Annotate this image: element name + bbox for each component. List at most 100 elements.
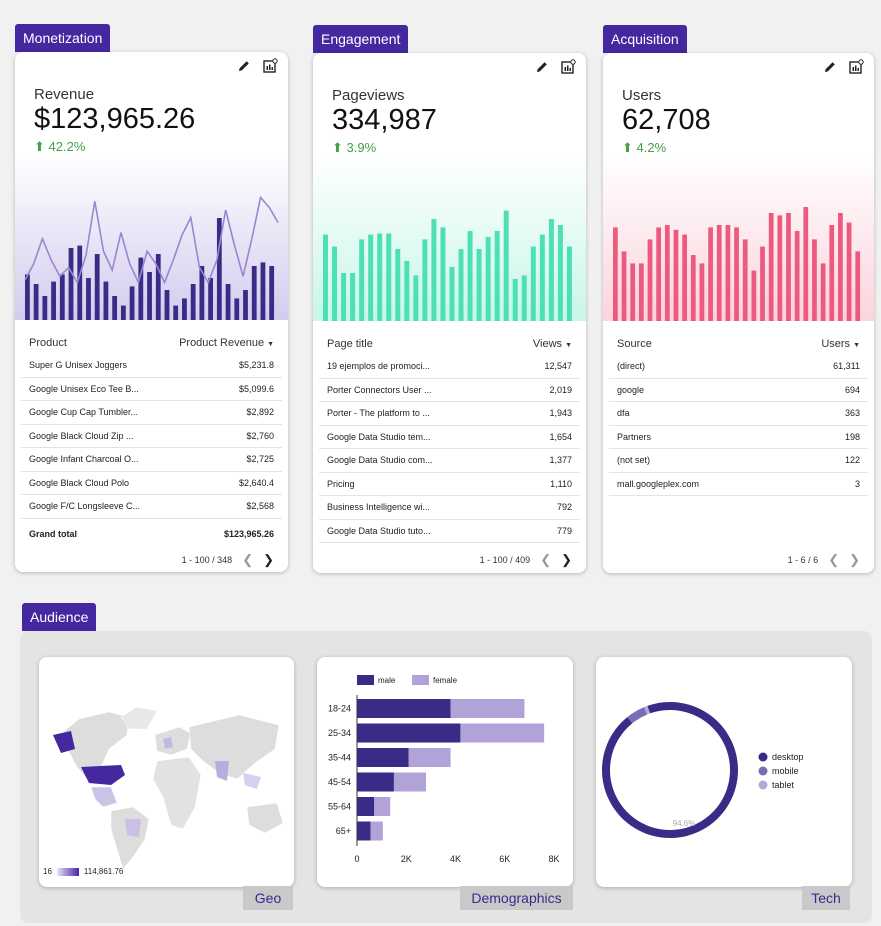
table-cell-label: Super G Unisex Joggers	[29, 360, 128, 371]
sparkline-bar	[51, 281, 56, 320]
next-page-icon[interactable]: ❯	[849, 552, 860, 567]
table-cell-value: $5,231.8	[238, 360, 274, 371]
table-row[interactable]: Pricing 1,110	[319, 473, 580, 496]
table-cell-label: mall.googleplex.com	[617, 478, 700, 489]
sparkline-bar	[59, 274, 65, 320]
legend-label-desktop: desktop	[772, 752, 804, 762]
bar-male	[357, 723, 461, 743]
explore-chart-icon[interactable]	[560, 59, 576, 75]
pagination: 1 - 100 / 348 ❮ ❯	[182, 552, 274, 568]
sparkline-bar	[341, 273, 347, 321]
table-cell-value: 2,019	[549, 384, 572, 395]
sparkline-bar	[838, 213, 843, 321]
table-row[interactable]: Google Data Studio tem... 1,654	[319, 426, 580, 449]
table-cell-label: Google Cup Cap Tumbler...	[29, 407, 139, 418]
sparkline-line	[24, 195, 279, 285]
sparkline-bar	[449, 267, 455, 321]
table-row[interactable]: 19 ejemplos de promoci... 12,547	[319, 355, 580, 379]
source-users-table: Source Users ▼ (direct) 61,311 google 694 dfa…	[609, 333, 868, 496]
sparkline-bar	[120, 305, 126, 320]
world-map[interactable]	[39, 657, 294, 887]
table-row[interactable]: Google Data Studio com... 1,377	[319, 449, 580, 473]
table-row[interactable]: Partners 198	[609, 426, 868, 449]
legend-dot-desktop	[758, 752, 768, 762]
tab-demographics[interactable]: Demographics	[460, 886, 573, 910]
table-row[interactable]: Google Black Cloud Zip ... $2,760	[21, 425, 282, 448]
sparkline-bar	[716, 225, 722, 321]
sparkline-bar	[768, 213, 774, 321]
sparkline-bar	[260, 262, 266, 320]
donut-slice-desktop[interactable]	[602, 702, 738, 838]
y-tick-label: 25-34	[328, 728, 351, 738]
revenue-value: $123,965.26	[34, 103, 196, 135]
table-row[interactable]: Google Infant Charcoal O... $2,725	[21, 448, 282, 472]
table-row[interactable]: Google Cup Cap Tumbler... $2,892	[21, 401, 282, 425]
table-row[interactable]: Business Intelligence wi... 792	[319, 496, 580, 520]
table-row[interactable]: (not set) 122	[609, 449, 868, 473]
sparkline-bar	[812, 239, 817, 321]
tab-geo[interactable]: Geo	[243, 886, 293, 910]
sparkline-bar	[103, 281, 109, 320]
donut-slice-mobile[interactable]	[627, 707, 648, 724]
sparkline-bar	[521, 275, 527, 321]
edit-pencil-icon[interactable]	[822, 59, 838, 75]
table-row[interactable]: Google F/C Longsleeve C... $2,568	[21, 495, 282, 519]
legend-dot-mobile	[758, 766, 768, 776]
table-row[interactable]: Google Data Studio tuto... 779	[319, 520, 580, 543]
next-page-icon[interactable]: ❯	[561, 552, 572, 567]
sparkline-bar	[86, 278, 91, 320]
explore-chart-icon[interactable]	[262, 58, 278, 74]
sparkline-bar	[725, 225, 731, 321]
sparkline-bar	[112, 296, 118, 320]
table-cell-value: 363	[844, 408, 860, 419]
users-sparkline	[603, 153, 874, 321]
pageviews-change: ⬆ 3.9%	[332, 140, 377, 155]
table-row[interactable]: Porter - The platform to ... 1,943	[319, 402, 580, 426]
sparkline-bar	[199, 266, 205, 320]
table-row[interactable]: google 694	[609, 379, 868, 402]
prev-page-icon[interactable]: ❮	[242, 552, 254, 567]
donut-slice-tablet[interactable]	[644, 705, 651, 715]
donut-slice-percentage: 94.6%	[673, 819, 696, 828]
column-header-page-title[interactable]: Page title	[327, 338, 373, 350]
table-cell-label: Porter - The platform to ...	[327, 408, 430, 419]
sparkline-bar	[404, 261, 410, 321]
column-header-product-revenue[interactable]: Product Revenue ▼	[179, 337, 274, 349]
table-row[interactable]: Google Unisex Eco Tee B... $5,099.6	[21, 378, 282, 401]
sparkline-bar	[225, 284, 231, 320]
next-page-icon[interactable]: ❯	[263, 552, 274, 567]
column-header-source[interactable]: Source	[617, 338, 652, 350]
sparkline-bar	[413, 275, 419, 321]
geo-legend-gradient	[56, 867, 79, 876]
column-header-product[interactable]: Product	[29, 337, 67, 349]
table-row[interactable]: (direct) 61,311	[609, 355, 868, 379]
sparkline-bar	[395, 249, 401, 321]
table-row[interactable]: dfa 363	[609, 402, 868, 426]
sort-desc-icon: ▼	[267, 341, 274, 348]
table-row[interactable]: Porter Connectors User ... 2,019	[319, 379, 580, 402]
sparkline-bar	[42, 296, 48, 320]
table-row[interactable]: Google Black Cloud Polo $2,640.4	[21, 472, 282, 495]
table-header: Source Users ▼	[609, 333, 868, 355]
explore-chart-icon[interactable]	[848, 59, 864, 75]
bar-female	[393, 772, 426, 792]
column-header-views[interactable]: Views ▼	[533, 338, 572, 350]
sparkline-bar	[377, 233, 383, 321]
y-tick-label: 18-24	[328, 704, 351, 714]
bar-male	[357, 797, 375, 816]
legend-swatch-male	[357, 675, 374, 685]
edit-pencil-icon[interactable]	[534, 59, 550, 75]
edit-pencil-icon[interactable]	[236, 58, 252, 74]
tab-tech[interactable]: Tech	[802, 886, 850, 910]
table-cell-label: Google Data Studio com...	[327, 455, 433, 466]
legend-swatch-female	[412, 675, 429, 685]
sparkline-bar	[173, 305, 179, 320]
table-row[interactable]: mall.googleplex.com 3	[609, 473, 868, 496]
prev-page-icon[interactable]: ❮	[828, 552, 840, 567]
table-row[interactable]: Super G Unisex Joggers $5,231.8	[21, 354, 282, 378]
x-tick-label: 6K	[499, 854, 510, 864]
table-cell-label: Business Intelligence wi...	[327, 502, 431, 513]
prev-page-icon[interactable]: ❮	[540, 552, 552, 567]
demographics-bar-chart: male female 18-24 25-34 35-44 45-54 55-64 65+ 0 2…	[328, 675, 560, 864]
column-header-users[interactable]: Users ▼	[821, 338, 860, 350]
